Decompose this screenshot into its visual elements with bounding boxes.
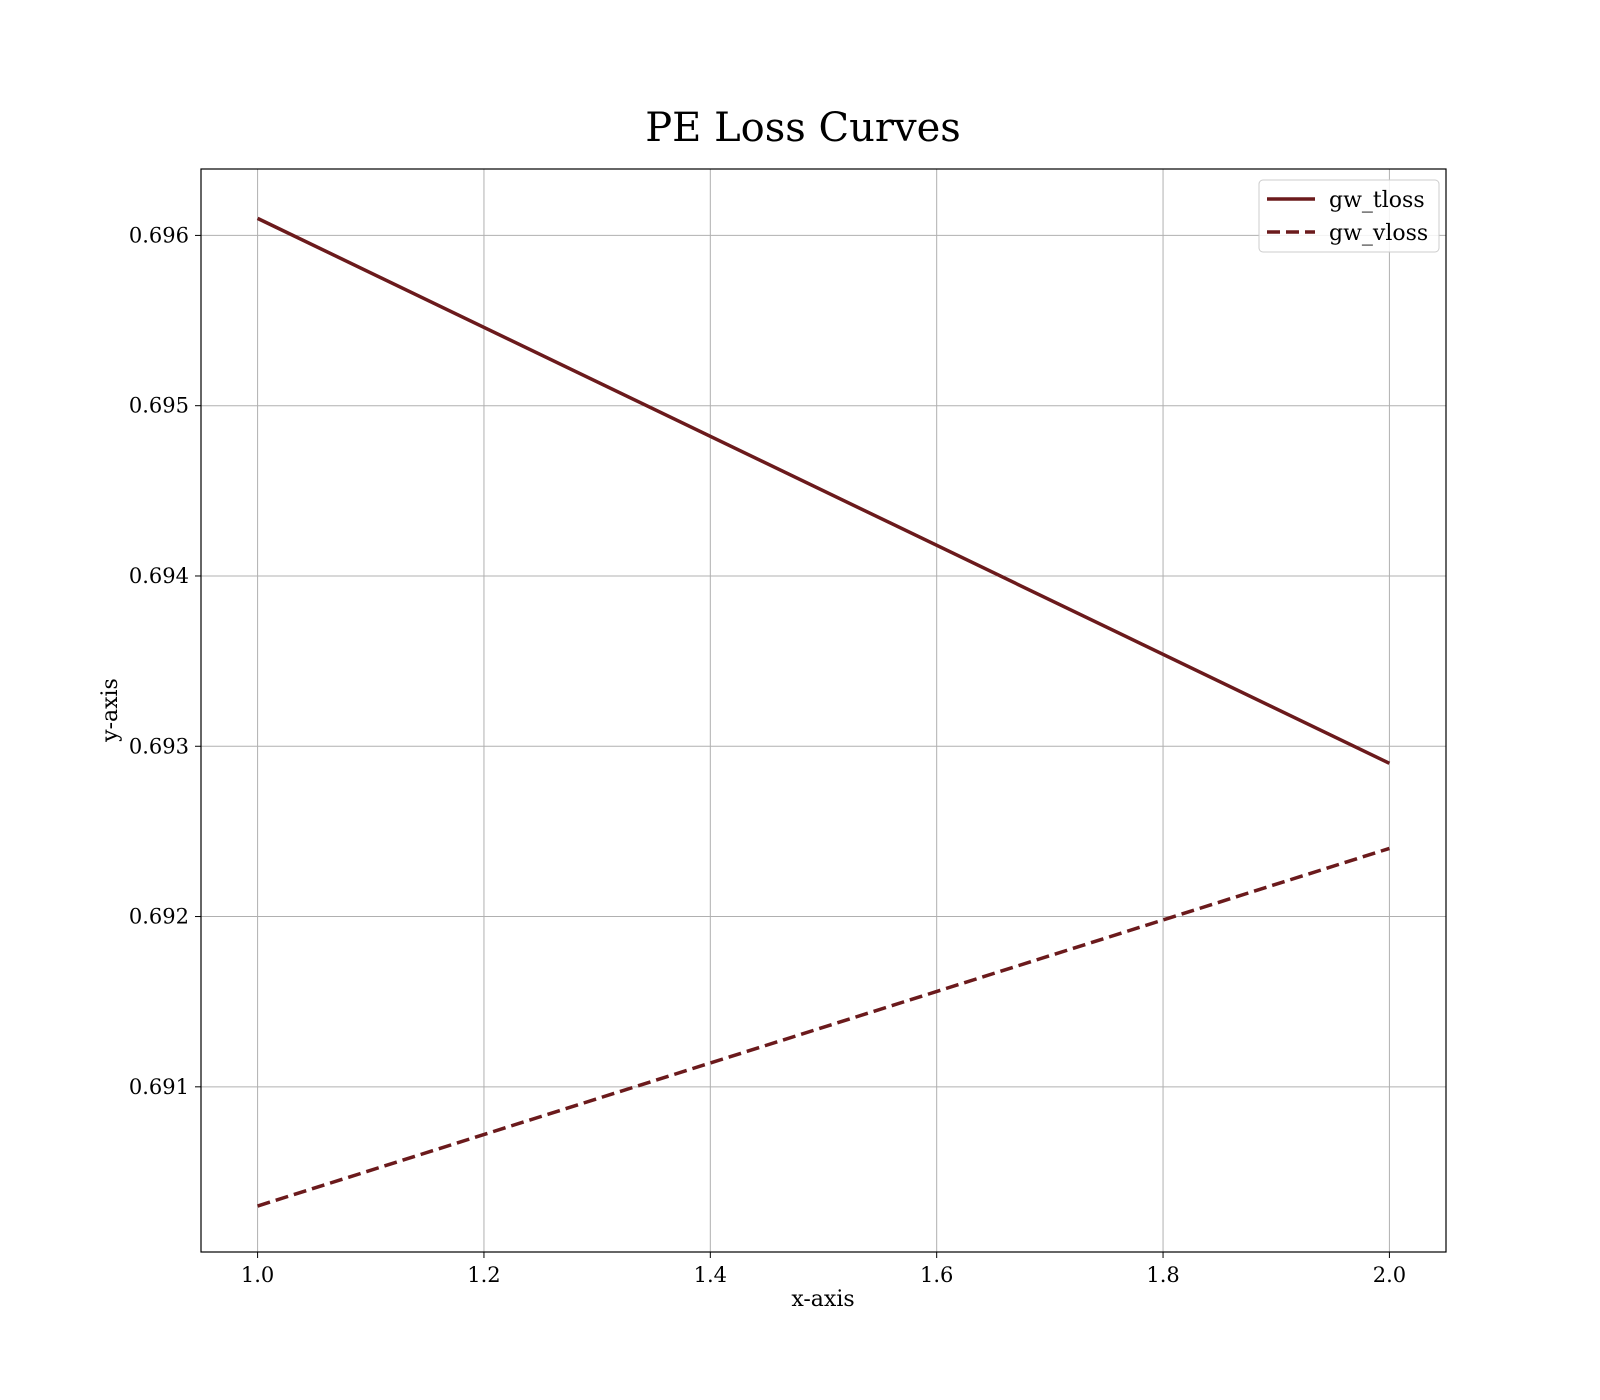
x-tick-label: 1.0 bbox=[241, 1263, 274, 1287]
y-axis-label: y-axis bbox=[98, 678, 123, 743]
series-line-gw-vloss bbox=[257, 846, 1390, 1208]
y-axis-ticks: 0.691 0.692 0.693 0.694 0.695 0.696 bbox=[129, 223, 201, 1099]
y-tick-label: 0.696 bbox=[129, 223, 189, 247]
legend-label-gw-vloss: gw_vloss bbox=[1329, 221, 1428, 246]
y-tick-label: 0.694 bbox=[129, 564, 189, 588]
x-axis-ticks: 1.0 1.2 1.4 1.6 1.8 2.0 bbox=[241, 1252, 1406, 1287]
x-tick-label: 1.8 bbox=[1146, 1263, 1179, 1287]
x-tick-label: 2.0 bbox=[1373, 1263, 1406, 1287]
legend: gw_tloss gw_vloss bbox=[1258, 179, 1440, 253]
y-tick-label: 0.695 bbox=[129, 394, 189, 418]
series-line-gw-tloss bbox=[256, 216, 1391, 765]
x-axis-label: x-axis bbox=[791, 1287, 854, 1312]
x-tick-label: 1.6 bbox=[920, 1263, 953, 1287]
y-tick-label: 0.693 bbox=[129, 734, 189, 758]
y-tick-label: 0.692 bbox=[129, 905, 189, 929]
y-tick-label: 0.691 bbox=[129, 1075, 189, 1099]
x-tick-label: 1.4 bbox=[694, 1263, 727, 1287]
x-tick-label: 1.2 bbox=[467, 1263, 500, 1287]
series-lines bbox=[256, 216, 1391, 1208]
grid bbox=[201, 169, 1446, 1252]
plot-area-frame bbox=[200, 168, 1447, 1253]
legend-label-gw-tloss: gw_tloss bbox=[1329, 188, 1425, 213]
chart-title: PE Loss Curves bbox=[645, 105, 961, 151]
